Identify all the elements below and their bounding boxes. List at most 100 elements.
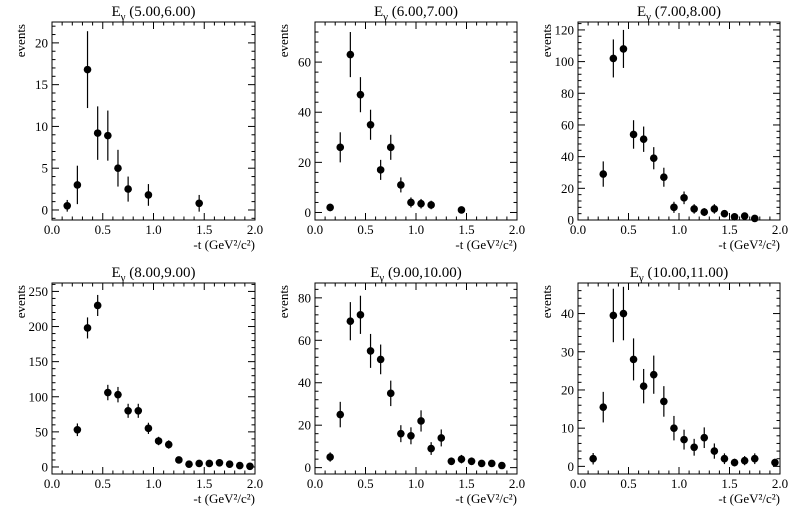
panel-2-data-point-7 — [386, 143, 395, 152]
panel-4-data-point-11 — [175, 456, 183, 464]
panel-5-y-tick-label: 80 — [298, 290, 311, 305]
panel-4-data-point-1 — [73, 425, 82, 434]
panel-3-data-point-7 — [660, 173, 668, 182]
panel-6-data-point-3 — [609, 311, 618, 320]
panel-3-title-range: (7.00,8.00) — [651, 4, 721, 20]
panel-3-plot-frame — [577, 21, 781, 221]
panel-4-data-point-15 — [215, 458, 224, 467]
panel-4-x-tick-label: 1.5 — [196, 476, 212, 491]
panel-5-data-point-5 — [366, 347, 375, 355]
panel-5-data-point-8 — [397, 429, 405, 438]
panel-1-title-sub: γ — [120, 11, 126, 23]
panel-1-data-point-3 — [83, 65, 92, 74]
panel-4-x-tick-label: 2.0 — [247, 476, 263, 491]
panel-5-data-point-2 — [336, 410, 345, 419]
panel-2-y-tick-label: 20 — [298, 155, 311, 170]
panel-4-data-point-18 — [246, 462, 254, 471]
panel-6-data-point-9 — [670, 424, 678, 432]
panel-2-data-point-1 — [326, 203, 334, 212]
panel-3-y-tick-label: 0 — [568, 213, 575, 228]
panel-5-data-point-3 — [346, 317, 355, 326]
panel-2-data-point-2 — [336, 143, 345, 152]
panel-6-data-point-15 — [730, 458, 739, 467]
panel-5-y-tick-label: 60 — [298, 333, 311, 348]
panel-3-data-point-2 — [609, 54, 618, 63]
panel-4-title-main: E — [111, 265, 120, 281]
panel-4-data-point-2 — [83, 324, 92, 332]
panel-3-data-point-8 — [670, 203, 678, 212]
panel-1-title-range: (5.00,6.00) — [126, 4, 196, 20]
panel-1-data-point-2 — [73, 181, 82, 189]
panel-2-data-point-5 — [366, 120, 375, 129]
panel-6-y-tick-label: 20 — [561, 382, 574, 397]
panel-3-data-point-11 — [700, 208, 709, 216]
panel-6-data-point-13 — [710, 447, 719, 455]
panel-3-y-axis-label: events — [539, 24, 554, 57]
panel-2-x-tick-label: 0.0 — [307, 222, 323, 237]
panel-3-data-point-14 — [730, 213, 739, 221]
panel-4-data-point-5 — [114, 390, 122, 399]
panel-5-title-sub: γ — [378, 272, 384, 284]
panel-2-y-axis-label: events — [276, 24, 291, 57]
panel-6-plot-frame — [577, 282, 781, 475]
panel-2-plot-frame — [314, 21, 518, 221]
panel-6-x-tick-label: 1.0 — [671, 476, 687, 491]
panel-1-y-tick-label: 15 — [35, 77, 48, 92]
panel-4-data-point-4 — [104, 388, 112, 397]
panel-5-data-point-1 — [326, 453, 334, 461]
panel-6-data-point-7 — [649, 370, 658, 379]
panel-4-data-point-3 — [93, 301, 102, 310]
panel-4: Eγ (8.00,9.00) 0.0 0.5 1.0 1.5 2.0 0 50 100 150 20… — [13, 265, 263, 506]
panel-6-y-tick-label: 0 — [568, 459, 575, 474]
panel-3-title-main: E — [637, 4, 646, 20]
panel-1-data-point-8 — [144, 191, 153, 199]
panel-6-x-axis-label: -t (GeV²/c²) — [718, 491, 780, 506]
panel-5-y-tick-label: 0 — [305, 460, 312, 475]
panel-6-data-point-8 — [660, 397, 668, 406]
panel-1-y-tick-label: 10 — [35, 119, 48, 134]
panel-3-data-point-9 — [680, 194, 688, 202]
panel-5-x-tick-label: 0.0 — [307, 476, 323, 491]
panel-1-x-tick-label: 1.5 — [196, 222, 212, 237]
panel-5-data-point-18 — [498, 461, 506, 470]
panel-5-x-tick-label: 2.0 — [509, 476, 525, 491]
panel-6-y-tick-label: 30 — [561, 344, 574, 359]
panel-5-data-point-15 — [467, 457, 476, 466]
panel-4-data-point-6 — [124, 407, 132, 415]
panel-6-title-main: E — [630, 265, 639, 281]
panel-1-x-tick-label: 0.0 — [44, 222, 60, 237]
panel-5-data-point-4 — [356, 311, 365, 319]
panel-6-data-point-14 — [720, 454, 729, 463]
panel-4-x-tick-label: 1.0 — [145, 476, 161, 491]
panel-4-y-tick-label: 200 — [29, 319, 49, 334]
panel-5-data-point-14 — [457, 455, 466, 463]
panel-5-y-tick-label: 40 — [298, 375, 311, 390]
panel-3-x-tick-label: 1.0 — [671, 222, 687, 237]
panel-2-x-tick-label: 0.5 — [357, 222, 373, 237]
panel-6-data-point-16 — [740, 456, 749, 465]
panel-5-data-point-16 — [477, 459, 486, 468]
panel-2-x-axis-label: -t (GeV²/c²) — [455, 237, 517, 252]
panel-3-x-tick-label: 2.0 — [772, 222, 788, 237]
panel-1-data-point-4 — [93, 129, 102, 137]
panel-3-y-tick-label: 60 — [561, 117, 574, 132]
panel-4-x-tick-label: 0.5 — [95, 476, 111, 491]
panel-3-x-tick-label: 0.5 — [620, 222, 636, 237]
panel-2-data-point-6 — [376, 166, 385, 174]
panel-4-data-point-7 — [134, 407, 143, 415]
panel-6-x-tick-label: 0.5 — [620, 476, 636, 491]
panel-2-data-point-3 — [346, 50, 355, 59]
panel-3-data-point-6 — [649, 154, 658, 163]
panel-2-data-point-12 — [457, 206, 466, 214]
panel-4-title-sub: γ — [120, 272, 126, 284]
panel-3-data-point-13 — [720, 209, 729, 218]
panel-4-data-point-8 — [144, 424, 153, 433]
panel-2-y-tick-label: 60 — [298, 55, 311, 70]
panel-5-data-point-7 — [386, 389, 395, 398]
panel-2-x-tick-label: 1.5 — [458, 222, 474, 237]
panel-5-x-axis-label: -t (GeV²/c²) — [455, 491, 517, 506]
panel-6-x-tick-label: 2.0 — [772, 476, 788, 491]
panel-6-data-point-5 — [629, 355, 638, 364]
panel-3: Eγ (7.00,8.00) 0.0 0.5 1.0 1.5 2.0 0 20 40 60 80 10… — [539, 4, 788, 252]
